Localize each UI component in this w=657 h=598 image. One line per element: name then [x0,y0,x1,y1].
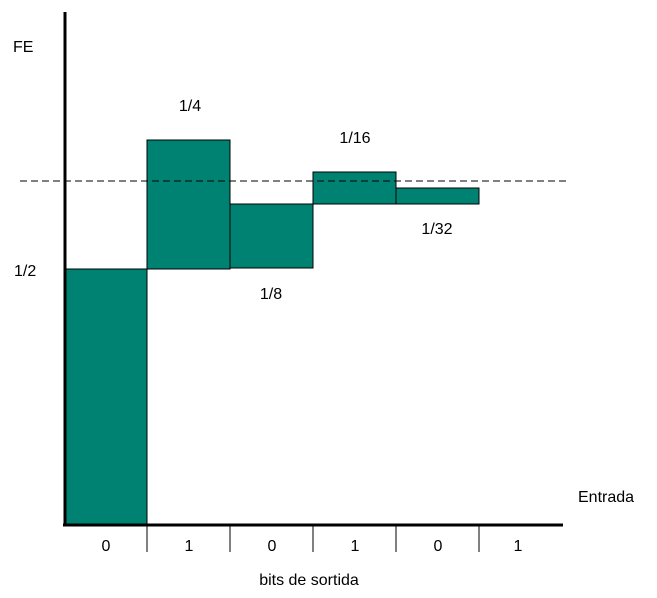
bar-eighth [229,203,314,269]
bar-quarter [146,139,231,270]
bit-label: 1 [351,538,360,555]
x-axis-label: Entrada [578,489,634,506]
caption: bits de sortida [259,572,359,589]
level-label-thirty-second: 1/32 [421,221,452,238]
y-axis-label: FE [13,39,33,56]
level-label-sixteenth: 1/16 [339,130,370,147]
bit-label: 1 [185,538,194,555]
bar-half [64,268,148,525]
level-label-eighth: 1/8 [260,286,282,303]
bit-label: 1 [514,538,523,555]
bit-label: 0 [434,538,443,555]
level-label-quarter: 1/4 [179,98,201,115]
bar-thirty-second [395,187,480,205]
bit-label: 0 [102,538,111,555]
level-label-half: 1/2 [14,263,36,280]
bit-label: 0 [268,538,277,555]
bar-sixteenth [312,171,397,205]
